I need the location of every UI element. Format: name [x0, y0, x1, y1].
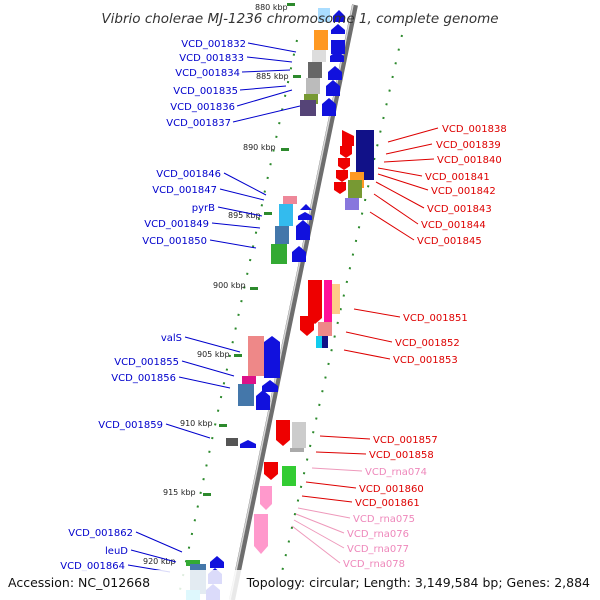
label-vcd-rna077: VCD_rna077	[347, 544, 409, 555]
gene-cluster-vals-1856	[238, 336, 280, 410]
label-vcd-001846: VCD_001846	[156, 169, 221, 180]
label-vcd-001850: VCD_001850	[142, 236, 207, 247]
label-vcd-rna078: VCD_rna078	[343, 559, 405, 570]
rna-connectors	[291, 467, 363, 564]
label-vcd-001864: VCD_001864	[60, 561, 125, 572]
right-connectors	[301, 127, 439, 503]
kbp-label-915: 915 kbp	[163, 488, 196, 497]
kbp-label-885: 885 kbp	[256, 72, 289, 81]
page-title: Vibrio cholerae MJ-1236 chromosome 1, co…	[101, 11, 498, 27]
tick-895	[264, 212, 272, 215]
label-vcd-001853: VCD_001853	[393, 355, 458, 366]
label-vcd-001859: VCD_001859	[98, 420, 163, 431]
kbp-label-895: 895 kbp	[228, 211, 261, 220]
label-vcd-001836: VCD_001836	[170, 102, 235, 113]
label-vcd-001834: VCD_001834	[175, 68, 240, 79]
gene-cluster-1857-1858	[276, 420, 306, 452]
label-vcd-001840: VCD_001840	[437, 155, 502, 166]
label-vcd-001841: VCD_001841	[425, 172, 490, 183]
label-vcd-001862: VCD_001862	[68, 528, 133, 539]
tick-900	[250, 287, 258, 290]
tick-910	[219, 424, 227, 427]
topology-text: Topology: circular; Length: 3,149,584 bp…	[246, 575, 590, 590]
kbp-labels: 880 kbp 885 kbp 890 kbp 895 kbp 900 kbp …	[143, 3, 289, 566]
label-vcd-001856: VCD_001856	[111, 373, 176, 384]
label-vcd-001861: VCD_001861	[355, 498, 420, 509]
label-vcd-001842: VCD_001842	[431, 186, 496, 197]
label-vcd-001845: VCD_001845	[417, 236, 482, 247]
kbp-label-890: 890 kbp	[243, 143, 276, 152]
label-vcd-001843: VCD_001843	[427, 204, 492, 215]
dotted-track-left	[179, 39, 298, 591]
tick-885	[293, 75, 301, 78]
label-vcd-001849: VCD_001849	[144, 219, 209, 230]
accession-text: Accession: NC_012668	[8, 575, 150, 590]
label-vcd-001837: VCD_001837	[166, 118, 231, 129]
label-vcd-rna076: VCD_rna076	[347, 529, 409, 540]
kbp-label-905: 905 kbp	[197, 350, 230, 359]
kbp-label-910: 910 kbp	[180, 419, 213, 428]
kbp-label-920: 920 kbp	[143, 557, 176, 566]
kbp-label-880: 880 kbp	[255, 3, 288, 12]
label-vcd-rna075: VCD_rna075	[353, 514, 415, 525]
kbp-label-900: 900 kbp	[213, 281, 246, 290]
footer-band	[0, 570, 600, 600]
label-vcd-001847: VCD_001847	[152, 185, 217, 196]
gene-cluster-1860-rna	[254, 462, 296, 554]
tick-880	[287, 3, 295, 6]
gene-cluster-1859	[226, 438, 256, 448]
tick-890	[281, 148, 289, 151]
label-vcd-rna074: VCD_rna074	[365, 467, 427, 478]
label-vcd-001857: VCD_001857	[373, 435, 438, 446]
label-vcd-001835: VCD_001835	[173, 86, 238, 97]
gene-cluster-1832-1837	[300, 8, 345, 116]
label-vcd-001832: VCD_001832	[181, 39, 246, 50]
tick-915	[203, 493, 211, 496]
label-vcd-001851: VCD_001851	[403, 313, 468, 324]
label-vcd-001839: VCD_001839	[436, 140, 501, 151]
label-vals: valS	[161, 333, 182, 344]
label-leud: leuD	[105, 546, 128, 557]
gene-cluster-1846-1850	[271, 196, 312, 264]
label-vcd-001833: VCD_001833	[179, 53, 244, 64]
tick-905	[234, 354, 242, 357]
label-vcd-001852: VCD_001852	[395, 338, 460, 349]
label-vcd-001844: VCD_001844	[421, 220, 486, 231]
left-connectors	[127, 42, 301, 573]
gene-cluster-1851-1853	[300, 280, 340, 348]
left-labels: VCD_001832 VCD_001833 VCD_001834 VCD_001…	[60, 39, 246, 572]
right-labels: VCD_001838 VCD_001839 VCD_001840 VCD_001…	[343, 124, 507, 570]
label-vcd-001855: VCD_001855	[114, 357, 179, 368]
gene-cluster-1838-1845	[334, 130, 374, 210]
label-vcd-001860: VCD_001860	[359, 484, 424, 495]
label-vcd-001858: VCD_001858	[369, 450, 434, 461]
label-vcd-001838: VCD_001838	[442, 124, 507, 135]
label-pyrb: pyrB	[192, 203, 215, 214]
